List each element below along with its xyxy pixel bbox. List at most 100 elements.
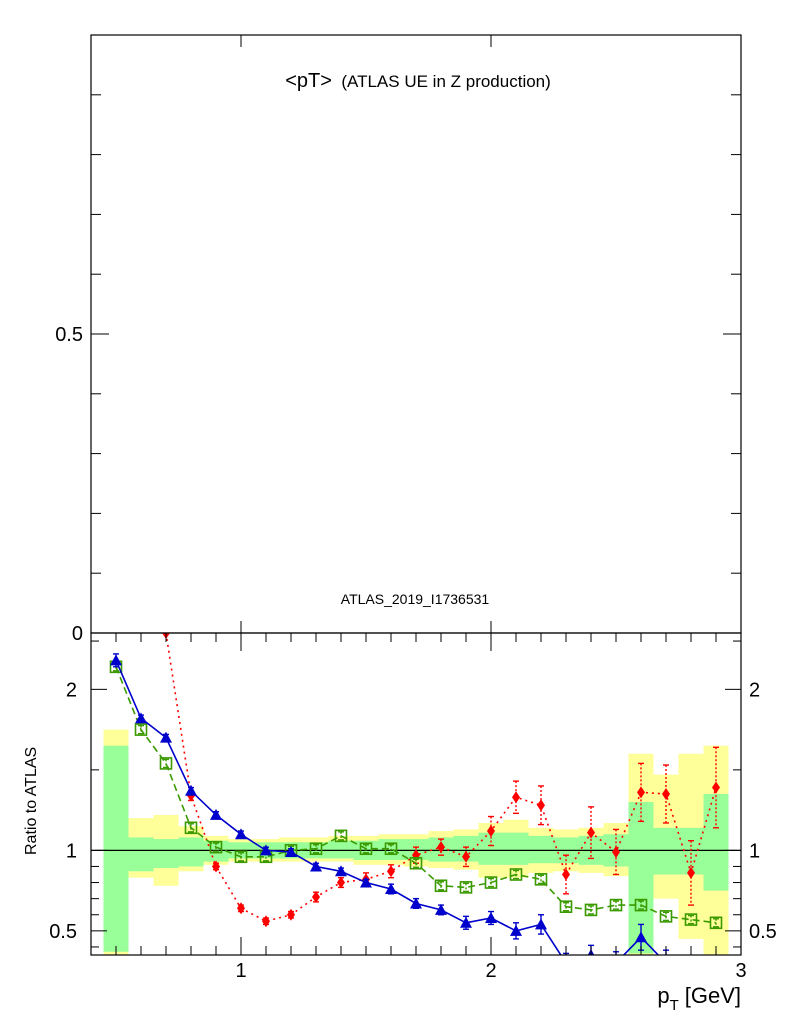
data-point (160, 731, 172, 743)
top-panel-ticks (91, 34, 742, 634)
data-point (287, 908, 295, 921)
data-point (234, 850, 248, 864)
series-line (115, 660, 660, 955)
data-point (262, 915, 270, 928)
band-inner (328, 840, 354, 859)
band-inner (528, 835, 554, 864)
top-title-sub: (ATLAS UE in Z production) (341, 72, 550, 91)
band-inner (503, 832, 529, 865)
data-point (437, 841, 445, 854)
ratio-ytick-label-right: 0.5 (749, 921, 777, 943)
top-ytick-label: 0 (72, 623, 83, 645)
band-inner (178, 837, 204, 867)
data-point (159, 757, 173, 770)
data-point (510, 924, 522, 936)
data-point (485, 911, 497, 923)
data-point (537, 799, 545, 812)
data-point (385, 882, 397, 894)
data-point (409, 856, 423, 870)
data-point (185, 784, 197, 796)
ratio-ytick-label-left: 0.5 (49, 921, 77, 943)
data-point (184, 821, 198, 835)
band-inner (153, 839, 179, 869)
top-panel: <pT> (ATLAS UE in Z production) ATLAS_20… (55, 34, 742, 645)
data-point (235, 828, 247, 840)
series-line (165, 633, 717, 923)
data-point (335, 865, 347, 877)
ratio-ytick-labels: 0.5 0.5 1 1 2 2 (49, 679, 777, 943)
band-inner (703, 794, 729, 891)
data-point (110, 654, 122, 666)
data-point (584, 903, 598, 917)
analysis-label: ATLAS_2019_I1736531 (341, 591, 490, 607)
data-point (260, 844, 272, 856)
ratio-xtick-labels: 1 2 3 (235, 960, 746, 982)
data-point (237, 902, 245, 915)
data-point (687, 866, 695, 879)
ratio-ytick-label-left: 1 (66, 840, 77, 862)
top-ytick-labels: 00.5 (55, 324, 83, 645)
top-title-main: <pT> (285, 70, 332, 92)
band-inner (653, 827, 679, 875)
series-open-square (109, 660, 723, 930)
data-point (635, 931, 647, 943)
data-point (609, 898, 623, 912)
data-point (634, 898, 648, 912)
ratio-panel: 0.5 0.5 1 1 2 2 1 2 3 Ratio to ATLAS pT [GeV] (23, 632, 777, 1014)
series-line (115, 666, 717, 924)
data-point (487, 825, 495, 838)
data-point (212, 860, 220, 873)
x-axis-title-unit: [GeV] (685, 983, 741, 1008)
data-point (460, 916, 472, 928)
data-point (359, 842, 373, 856)
data-point (360, 876, 372, 888)
x-axis-title-sub: T (670, 997, 679, 1014)
series-triangle (110, 653, 672, 968)
band-inner (128, 837, 154, 872)
data-point (662, 788, 670, 800)
ratio-xtick-label: 3 (735, 960, 746, 982)
data-point (459, 881, 473, 894)
data-point (334, 829, 348, 843)
data-point (535, 918, 547, 930)
data-point (384, 842, 398, 856)
data-point (709, 916, 723, 930)
data-point (209, 840, 223, 854)
data-point (534, 873, 548, 886)
data-point (509, 868, 523, 881)
data-point (312, 891, 320, 904)
data-point (210, 808, 222, 820)
data-point (512, 791, 520, 804)
data-point (337, 876, 345, 889)
top-title: <pT> (ATLAS UE in Z production) (285, 70, 551, 92)
data-point (435, 903, 447, 915)
data-point (285, 845, 297, 857)
top-ytick-label: 0.5 (55, 324, 83, 346)
series-layer (109, 633, 723, 968)
ratio-xtick-label: 2 (485, 960, 496, 982)
data-point (712, 781, 720, 794)
data-point (587, 826, 595, 839)
data-point (659, 910, 673, 923)
band-inner (678, 827, 704, 875)
data-point (684, 913, 698, 926)
ratio-ytick-label-right: 2 (749, 679, 760, 701)
ratio-ytick-label-right: 1 (749, 840, 760, 862)
data-point (484, 876, 498, 889)
ratio-ytick-label-left: 2 (66, 679, 77, 701)
data-point (560, 957, 572, 968)
data-point (559, 900, 573, 914)
top-panel-frame (90, 34, 742, 634)
x-axis-title: pT [GeV] (657, 983, 741, 1014)
data-point (434, 879, 448, 893)
x-axis-title-main: p (657, 983, 669, 1008)
data-point (637, 786, 645, 799)
data-point (462, 850, 470, 863)
data-point (310, 860, 322, 872)
ratio-panel-ticks (91, 633, 741, 955)
ratio-ylabel: Ratio to ATLAS (23, 747, 40, 855)
data-point (660, 957, 672, 968)
data-point (562, 868, 570, 881)
data-point (610, 957, 622, 968)
